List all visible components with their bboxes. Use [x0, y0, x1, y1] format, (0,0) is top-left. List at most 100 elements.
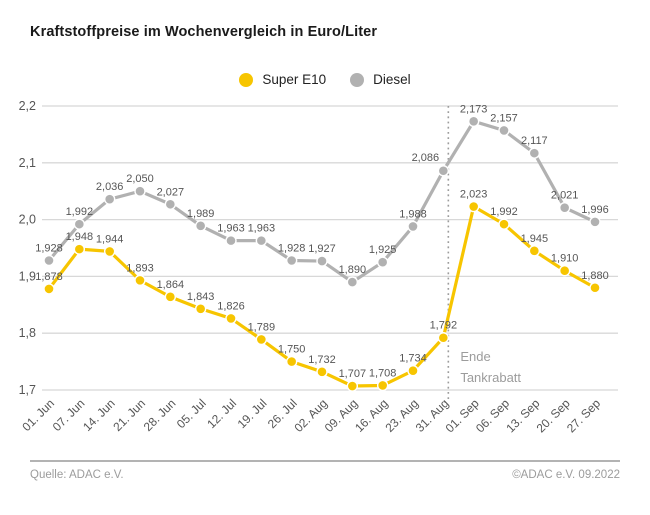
data-point [164, 291, 177, 303]
data-point-label: 2,117 [521, 135, 548, 147]
x-tick-label: 14. Jun [80, 396, 118, 434]
data-point [376, 379, 389, 392]
data-point [467, 115, 480, 128]
data-point [528, 245, 541, 257]
data-point-label: 2,086 [412, 152, 440, 164]
data-point-label: 1,963 [217, 223, 245, 235]
x-tick-label: 07. Jun [50, 396, 88, 434]
data-point-label: 1,878 [35, 271, 63, 283]
legend-dot-icon [350, 72, 365, 87]
data-point [285, 254, 298, 267]
data-point [407, 364, 419, 377]
annotation-text: Tankrabatt [460, 370, 521, 385]
data-point-label: 1,792 [430, 320, 458, 332]
data-point-label: 1,992 [66, 206, 94, 218]
data-point-label: 1,880 [581, 270, 609, 282]
annotation-text: Ende [460, 349, 490, 364]
data-point-label: 1,826 [217, 300, 245, 312]
data-point-label: 1,928 [35, 242, 63, 254]
data-point [316, 366, 328, 378]
x-tick-label: 02. Aug [291, 396, 330, 435]
data-point [467, 200, 480, 213]
x-tick-label: 27. Sep [564, 396, 603, 435]
x-tick-label: 23. Aug [382, 396, 421, 435]
legend-label: Diesel [373, 72, 411, 87]
data-point-label: 2,021 [551, 190, 579, 202]
data-point [43, 254, 55, 267]
legend-item-super-e10: Super E10 [239, 72, 326, 87]
data-point [589, 216, 601, 228]
x-tick-label: 21. Jun [110, 396, 148, 434]
data-point-label: 1,996 [581, 204, 609, 216]
data-point [103, 193, 116, 205]
data-point [589, 282, 601, 294]
data-point-label: 1,928 [278, 242, 306, 254]
data-point [73, 218, 86, 230]
data-point [194, 220, 207, 232]
data-point-label: 1,988 [399, 208, 427, 220]
data-point-label: 1,890 [339, 264, 367, 276]
data-point [346, 380, 359, 392]
chart-title: Kraftstoffpreise im Wochenvergleich in E… [30, 24, 378, 40]
data-point-label: 1,707 [339, 368, 367, 380]
data-point [407, 220, 419, 233]
legend: Super E10 Diesel [0, 72, 650, 87]
data-point [225, 234, 237, 247]
y-tick-label: 2,1 [19, 156, 36, 170]
data-point-label: 1,843 [187, 291, 215, 303]
data-point [103, 245, 116, 258]
data-point-label: 1,734 [399, 353, 427, 365]
data-point [164, 198, 177, 210]
data-point-label: 2,157 [490, 112, 518, 124]
data-point-label: 2,023 [460, 189, 488, 201]
data-point-label: 1,944 [96, 233, 124, 245]
legend-label: Super E10 [262, 72, 327, 87]
data-point-label: 1,910 [551, 253, 579, 265]
data-point-label: 2,173 [460, 103, 488, 115]
y-tick-label: 2,0 [19, 213, 36, 227]
data-point [316, 255, 328, 267]
data-point-label: 1,989 [187, 208, 215, 220]
data-point [528, 147, 541, 159]
y-tick-label: 2,2 [19, 99, 36, 113]
data-point [558, 201, 571, 214]
data-point-label: 1,893 [126, 262, 154, 274]
x-tick-label: 28. Jun [141, 396, 179, 434]
x-tick-label: 19. Jul [235, 396, 270, 431]
data-point [346, 276, 359, 288]
data-point-label: 1,963 [248, 223, 276, 235]
data-point [285, 355, 298, 368]
x-tick-label: 01. Jun [19, 396, 57, 434]
data-point [498, 218, 510, 230]
data-point [255, 234, 268, 247]
data-point [558, 265, 571, 277]
legend-dot-icon [239, 72, 254, 87]
y-tick-label: 1,8 [19, 326, 36, 340]
data-point-label: 1,732 [308, 354, 336, 366]
legend-item-diesel: Diesel [350, 72, 411, 87]
data-point [73, 243, 86, 255]
data-point [255, 333, 268, 346]
data-point-label: 1,992 [490, 206, 518, 218]
data-point-label: 2,036 [96, 181, 124, 193]
data-point-label: 1,945 [521, 233, 549, 245]
data-point [134, 185, 146, 197]
data-point [43, 283, 55, 295]
data-point-label: 1,789 [248, 321, 276, 333]
copyright-note: ©ADAC e.V. 09.2022 [512, 469, 620, 481]
data-point-label: 1,925 [369, 244, 397, 256]
data-point-label: 1,864 [157, 279, 185, 291]
data-point-label: 1,927 [308, 243, 336, 255]
x-tick-label: 12. Jul [204, 396, 239, 431]
source-note: Quelle: ADAC e.V. [30, 469, 124, 481]
y-tick-label: 1,7 [19, 383, 36, 397]
data-point [225, 312, 237, 325]
data-point [498, 124, 510, 137]
x-tick-label: 16. Aug [352, 396, 391, 435]
data-point-label: 2,027 [157, 186, 185, 198]
data-point [134, 274, 146, 287]
data-point [376, 256, 389, 268]
data-point [437, 332, 450, 344]
data-point [194, 303, 207, 315]
